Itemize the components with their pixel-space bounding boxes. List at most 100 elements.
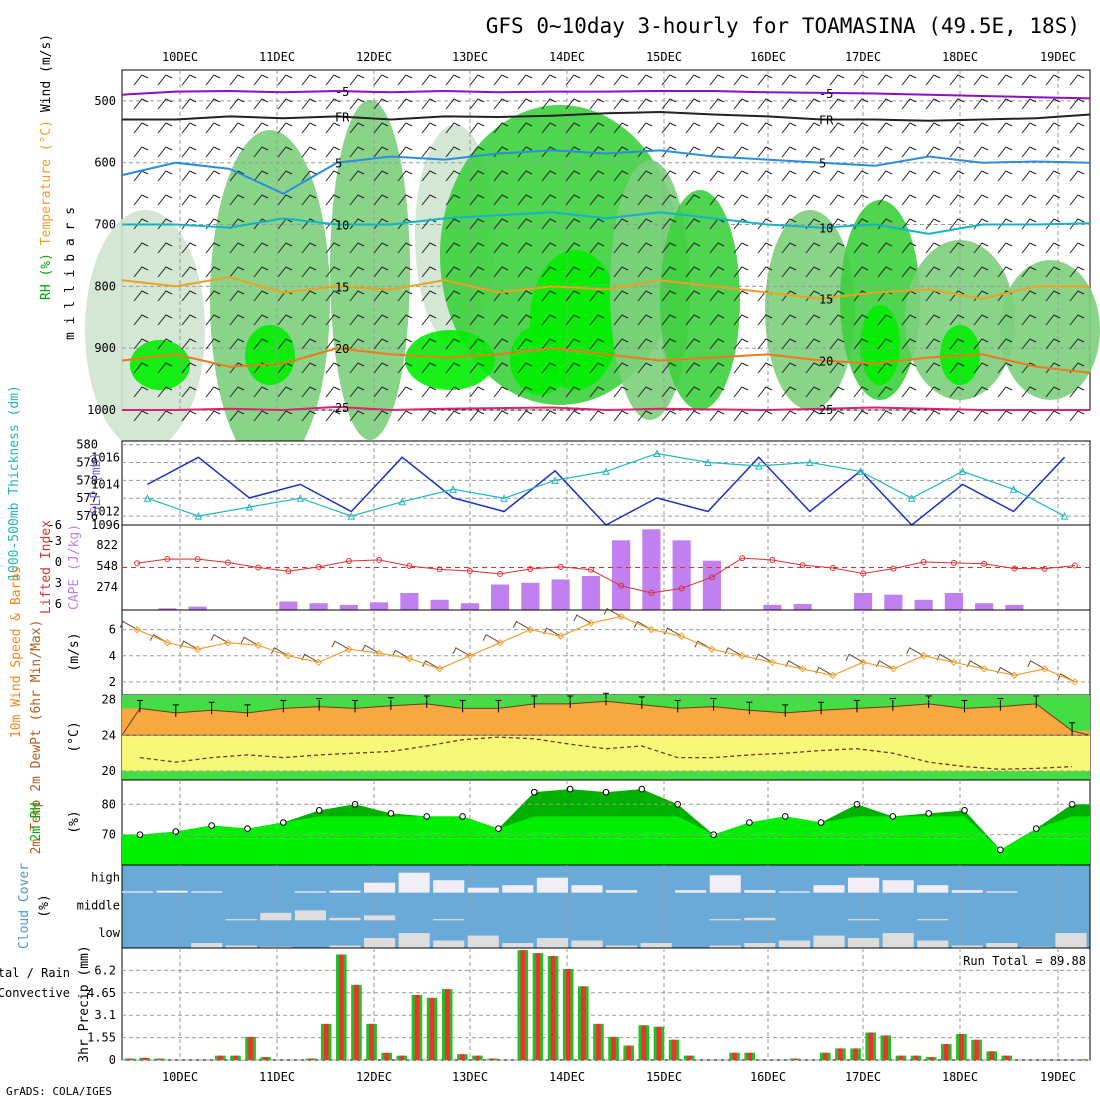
wind-barb (997, 386, 1013, 398)
wind-barb (973, 122, 989, 134)
cape-bar (763, 604, 782, 610)
cloud-bar-high (191, 891, 223, 893)
rh-marker (817, 819, 825, 826)
wind-barb (805, 98, 821, 110)
wind-barb (157, 314, 173, 326)
temp-low-fill (122, 771, 1090, 780)
cloud-bar-low (191, 943, 223, 948)
wind-barb (541, 362, 557, 374)
lifted-index-marker (164, 555, 171, 562)
rh-region (1000, 260, 1100, 400)
wind-barb (709, 74, 725, 86)
cloud-bar-high (329, 890, 361, 893)
rh-marker (638, 785, 646, 793)
rh-marker (889, 813, 897, 820)
wind-barb (853, 146, 869, 158)
lifted-index-marker (648, 589, 655, 596)
wind-barb (469, 194, 485, 206)
precip-convective-bar (596, 1023, 601, 1060)
cloud-bar-high (536, 877, 568, 893)
wind-barb (997, 266, 1013, 278)
wind-barb (397, 242, 413, 254)
li-tick-label: 6 (55, 597, 62, 611)
lifted-index-marker (194, 556, 201, 563)
temp-error-bar (244, 704, 251, 717)
wind-barb (781, 338, 797, 350)
wind-barb (733, 122, 749, 134)
wind-barb-10m (573, 614, 592, 624)
wind-barb (685, 314, 701, 326)
wind-barb (541, 194, 557, 206)
wind-barb (613, 98, 629, 110)
cape-bar (491, 584, 510, 610)
wind-barb (301, 362, 317, 374)
wind-barb (829, 74, 845, 86)
wind-barb (229, 146, 245, 158)
thickness-tick-label: 578 (76, 473, 98, 487)
precip-convective-bar (928, 1057, 934, 1060)
cloud-bar-high (951, 890, 983, 893)
wind-barb (517, 314, 533, 326)
precip-convective-bar (868, 1032, 873, 1060)
wind-barb (541, 290, 557, 302)
wind-barb (229, 338, 245, 350)
date-label-top: 18DEC (942, 50, 978, 64)
cloud-level-label: high (91, 871, 120, 885)
cloud-bar-low (986, 943, 1018, 948)
wind-barb (373, 74, 389, 86)
wind-barb-10m (422, 660, 440, 670)
wind-barb (181, 146, 197, 158)
wind-speed-marker (889, 665, 898, 673)
contour-label: 25 (335, 401, 349, 415)
wind-barb (1069, 146, 1085, 158)
wind-barb (1069, 314, 1085, 326)
wind-barb (925, 122, 941, 134)
wind-barb (1069, 338, 1085, 350)
wind-tick-label: 6 (109, 623, 116, 637)
precip-convective-bar (732, 1052, 737, 1060)
wind-barb (421, 242, 437, 254)
wind-units-label: (m/s) (67, 632, 82, 671)
precip-convective-bar (127, 1058, 132, 1060)
wind-barb (853, 338, 869, 350)
wind-barb (157, 74, 173, 86)
wind-barb (301, 338, 317, 350)
wind-barb-10m (361, 644, 380, 654)
wind-barb (349, 338, 365, 350)
wind-barb (205, 242, 221, 254)
wind-barb (565, 290, 581, 302)
cloud-bar-high (675, 890, 707, 893)
wind-barb (781, 386, 797, 398)
wind-barb (709, 266, 725, 278)
wind-barb-10m (1027, 660, 1045, 670)
wind-barb-10m (845, 653, 864, 663)
wind-barb (973, 266, 989, 278)
wind-barb (325, 194, 341, 206)
wind-barb (229, 170, 245, 182)
precip-convective-bar (490, 1058, 495, 1060)
wind-barb (997, 98, 1013, 110)
wind-barb (133, 266, 149, 278)
wind-barb (829, 338, 845, 350)
wind-barb (805, 410, 821, 422)
wind-barb (133, 290, 149, 302)
wind-barb (1045, 290, 1061, 302)
wind-barb (613, 242, 629, 254)
wind-barb (781, 74, 797, 86)
wind-barb (1021, 74, 1037, 86)
precip-tick-label: 0 (109, 1053, 116, 1067)
wind-barb (949, 290, 965, 302)
wind-barb (733, 242, 749, 254)
rh-marker (746, 819, 753, 826)
wind-barb (637, 386, 653, 398)
thickness-axis-label: 1000-500mb Thickness (dm) (7, 385, 22, 581)
wind-barb (733, 146, 749, 158)
wind-barb (253, 170, 269, 182)
wind-barb (781, 290, 797, 302)
thickness-marker (449, 485, 457, 493)
cloud-bar-high (467, 887, 499, 893)
wind-barb (421, 194, 437, 206)
wind-barb (469, 74, 485, 86)
wind-barb (517, 122, 533, 134)
